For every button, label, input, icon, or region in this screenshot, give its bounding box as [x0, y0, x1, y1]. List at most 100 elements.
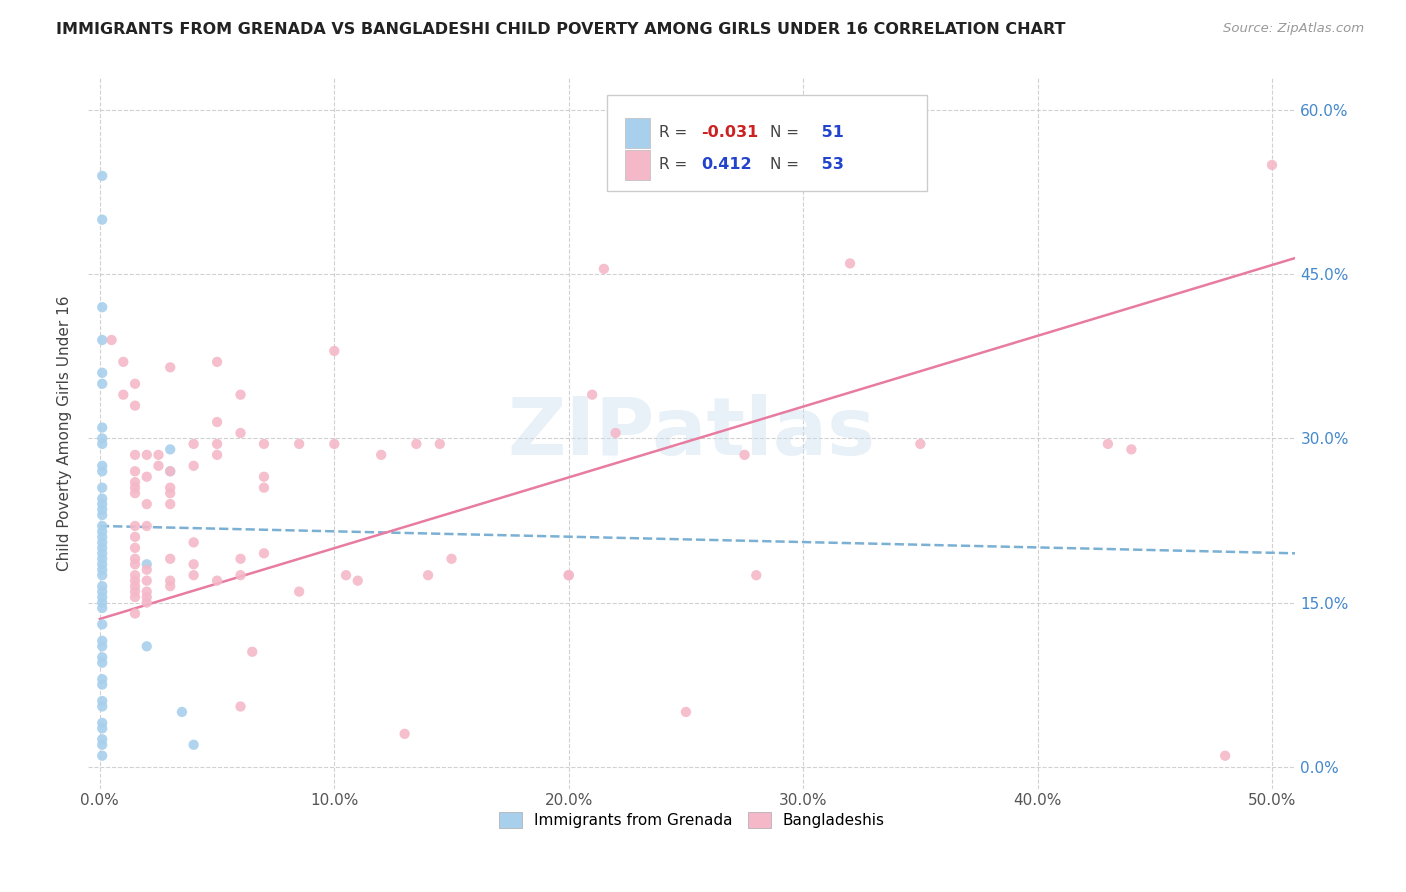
Point — [593, 261, 616, 276]
Point — [159, 497, 181, 511]
Point — [91, 497, 114, 511]
Point — [558, 568, 581, 582]
Point — [1261, 158, 1284, 172]
Point — [910, 437, 932, 451]
Point — [288, 437, 311, 451]
Point — [91, 633, 114, 648]
Point — [159, 464, 181, 478]
Text: 51: 51 — [815, 125, 844, 140]
Point — [91, 748, 114, 763]
Point — [91, 563, 114, 577]
Point — [1097, 437, 1119, 451]
Point — [135, 584, 157, 599]
Point — [159, 360, 181, 375]
Point — [112, 387, 135, 401]
Point — [91, 376, 114, 391]
Point — [135, 640, 157, 654]
Point — [91, 333, 114, 347]
Point — [253, 437, 276, 451]
Point — [91, 579, 114, 593]
Point — [124, 584, 146, 599]
Point — [170, 705, 193, 719]
Point — [253, 469, 276, 483]
Point — [675, 705, 697, 719]
Point — [124, 475, 146, 490]
Point — [91, 535, 114, 549]
Point — [91, 541, 114, 555]
Point — [205, 415, 228, 429]
Point — [91, 502, 114, 516]
Y-axis label: Child Poverty Among Girls Under 16: Child Poverty Among Girls Under 16 — [58, 295, 72, 571]
Point — [183, 558, 205, 572]
Point — [135, 519, 157, 533]
Point — [605, 425, 627, 440]
Point — [229, 699, 252, 714]
FancyBboxPatch shape — [607, 95, 927, 191]
Point — [124, 399, 146, 413]
Point — [112, 355, 135, 369]
Point — [91, 432, 114, 446]
Point — [91, 437, 114, 451]
Point — [135, 596, 157, 610]
Point — [205, 574, 228, 588]
Point — [91, 524, 114, 539]
Point — [135, 497, 157, 511]
Point — [183, 535, 205, 549]
Point — [91, 491, 114, 506]
Point — [183, 458, 205, 473]
Point — [558, 568, 581, 582]
Point — [91, 694, 114, 708]
Text: 0.412: 0.412 — [702, 157, 752, 171]
Point — [205, 437, 228, 451]
Point — [135, 448, 157, 462]
Point — [91, 519, 114, 533]
Point — [91, 300, 114, 314]
Point — [1121, 442, 1143, 457]
Point — [135, 574, 157, 588]
Point — [229, 551, 252, 566]
FancyBboxPatch shape — [626, 150, 650, 180]
FancyBboxPatch shape — [626, 118, 650, 148]
Point — [159, 574, 181, 588]
Point — [91, 596, 114, 610]
Point — [335, 568, 357, 582]
Point — [734, 448, 756, 462]
Text: R =: R = — [659, 157, 697, 171]
Point — [124, 481, 146, 495]
Point — [124, 590, 146, 604]
Point — [240, 645, 263, 659]
Point — [440, 551, 463, 566]
Point — [91, 508, 114, 522]
Point — [124, 574, 146, 588]
Point — [91, 458, 114, 473]
Point — [148, 448, 170, 462]
Point — [183, 568, 205, 582]
Point — [124, 568, 146, 582]
Point — [183, 437, 205, 451]
Point — [159, 464, 181, 478]
Point — [124, 579, 146, 593]
Point — [91, 464, 114, 478]
Point — [135, 590, 157, 604]
Point — [159, 486, 181, 500]
Point — [91, 366, 114, 380]
Text: R =: R = — [659, 125, 692, 140]
Point — [91, 738, 114, 752]
Point — [370, 448, 392, 462]
Point — [124, 541, 146, 555]
Point — [745, 568, 768, 582]
Point — [1213, 748, 1236, 763]
Text: 53: 53 — [815, 157, 844, 171]
Point — [288, 584, 311, 599]
Point — [124, 607, 146, 621]
Point — [135, 558, 157, 572]
Point — [124, 376, 146, 391]
Point — [159, 481, 181, 495]
Point — [159, 551, 181, 566]
Point — [124, 486, 146, 500]
Text: N =: N = — [770, 125, 804, 140]
Text: N =: N = — [770, 157, 804, 171]
Text: ZIPatlas: ZIPatlas — [508, 394, 876, 472]
Point — [91, 656, 114, 670]
Point — [91, 699, 114, 714]
